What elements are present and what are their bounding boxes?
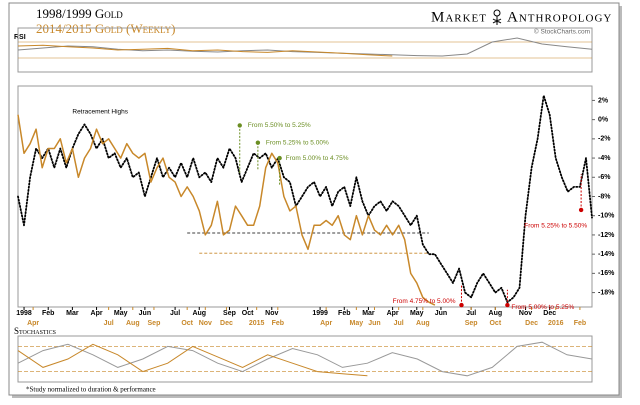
y-tick-label: -12% <box>598 232 615 239</box>
x-tick-label: Aug <box>489 310 503 317</box>
x-tick-label: Aug <box>126 320 140 327</box>
series-line <box>17 94 593 304</box>
x-tick-label: Apr <box>91 310 103 317</box>
x-tick-label: Jul <box>170 310 180 317</box>
x-tick-label: Jun <box>368 320 380 327</box>
x-tick-label: Nov <box>519 310 532 317</box>
x-tick-label: May <box>410 310 424 317</box>
x-tick-label: 2015 <box>249 320 265 327</box>
y-tick-label: -10% <box>598 213 615 220</box>
x-tick-label: Feb <box>338 310 350 317</box>
x-tick-label: Oct <box>242 310 254 317</box>
x-tick-label: 2016 <box>548 320 564 327</box>
annotation-dot <box>505 302 510 308</box>
chart-title: 1998/1999 Gold <box>36 6 123 21</box>
x-tick-label: Jul <box>104 320 114 327</box>
y-tick-label: -4% <box>598 155 611 162</box>
rsi-line <box>17 37 593 57</box>
annotation-dot <box>237 123 242 128</box>
x-tick-label: Dec <box>543 310 556 317</box>
annotation-dot <box>578 207 584 213</box>
x-tick-label: May <box>114 310 128 317</box>
stochastics-line <box>17 343 368 377</box>
x-tick-label: Apr <box>27 320 39 327</box>
brand-left: Market <box>431 9 487 25</box>
x-tick-label: Dec <box>220 320 233 327</box>
annotation-dot <box>459 302 464 308</box>
x-tick-label: Sep <box>223 310 236 317</box>
y-tick-label: -18% <box>598 289 615 296</box>
x-tick-label: Jul <box>394 320 404 327</box>
x-tick-label: Oct <box>489 320 501 327</box>
x-tick-label: Nov <box>199 320 212 327</box>
x-tick-label: 1998 <box>16 310 32 317</box>
stochastics-line <box>17 341 593 377</box>
rsi-line <box>17 44 393 57</box>
x-tick-label: Feb <box>42 310 54 317</box>
x-tick-label: Mar <box>362 310 375 317</box>
annotation: From 5.25% to 5.50% <box>524 223 587 230</box>
x-tick-label: Feb <box>574 320 586 327</box>
frame <box>8 2 620 396</box>
annotation-dot <box>255 140 261 145</box>
x-tick-label: Sep <box>148 320 161 327</box>
x-tick-label: Dec <box>525 320 538 327</box>
x-tick-label: Oct <box>181 320 193 327</box>
y-tick-label: 0% <box>598 116 609 123</box>
x-tick-label: Nov <box>265 310 278 317</box>
note: Retracement Highs <box>72 109 128 116</box>
rsi-label: RSI <box>14 34 26 41</box>
x-tick-label: Feb <box>272 320 284 327</box>
x-tick-label: Jun <box>139 310 151 317</box>
brand-icon <box>492 9 502 25</box>
x-tick-label: Aug <box>192 310 206 317</box>
y-tick-label: -14% <box>598 251 615 258</box>
annotation: From 5.50% to 5.25% <box>248 122 311 129</box>
x-tick-label: 1999 <box>312 310 328 317</box>
annotation: From 5.00% to 4.75% <box>286 155 349 162</box>
y-tick-label: -8% <box>598 193 611 200</box>
x-tick-label: Sep <box>465 320 478 327</box>
y-tick-label: 2% <box>598 97 609 104</box>
source: © StockCharts.com <box>534 28 590 36</box>
x-tick-label: Jul <box>466 310 476 317</box>
x-tick-label: Apr <box>320 320 332 327</box>
x-tick-label: May <box>350 320 364 327</box>
brand-right: Anthropology <box>507 9 612 25</box>
annotation-dot <box>277 155 282 161</box>
x-tick-label: Jun <box>435 310 447 317</box>
y-tick-label: -6% <box>598 174 611 181</box>
x-tick-label: Aug <box>416 320 430 327</box>
footnote: *Study normalized to duration & performa… <box>26 386 156 394</box>
y-tick-label: -2% <box>598 136 611 143</box>
annotation: From 5.00% to 5.25% <box>511 304 574 311</box>
annotation: From 5.25% to 5.00% <box>266 139 329 146</box>
stoch-label: Stochastics <box>14 326 56 336</box>
x-tick-label: Apr <box>387 310 399 317</box>
annotation: From 4.75% to 5.00% <box>393 298 456 305</box>
y-tick-label: -16% <box>598 270 615 277</box>
series-line <box>17 114 436 306</box>
x-tick-label: Mar <box>66 310 79 317</box>
